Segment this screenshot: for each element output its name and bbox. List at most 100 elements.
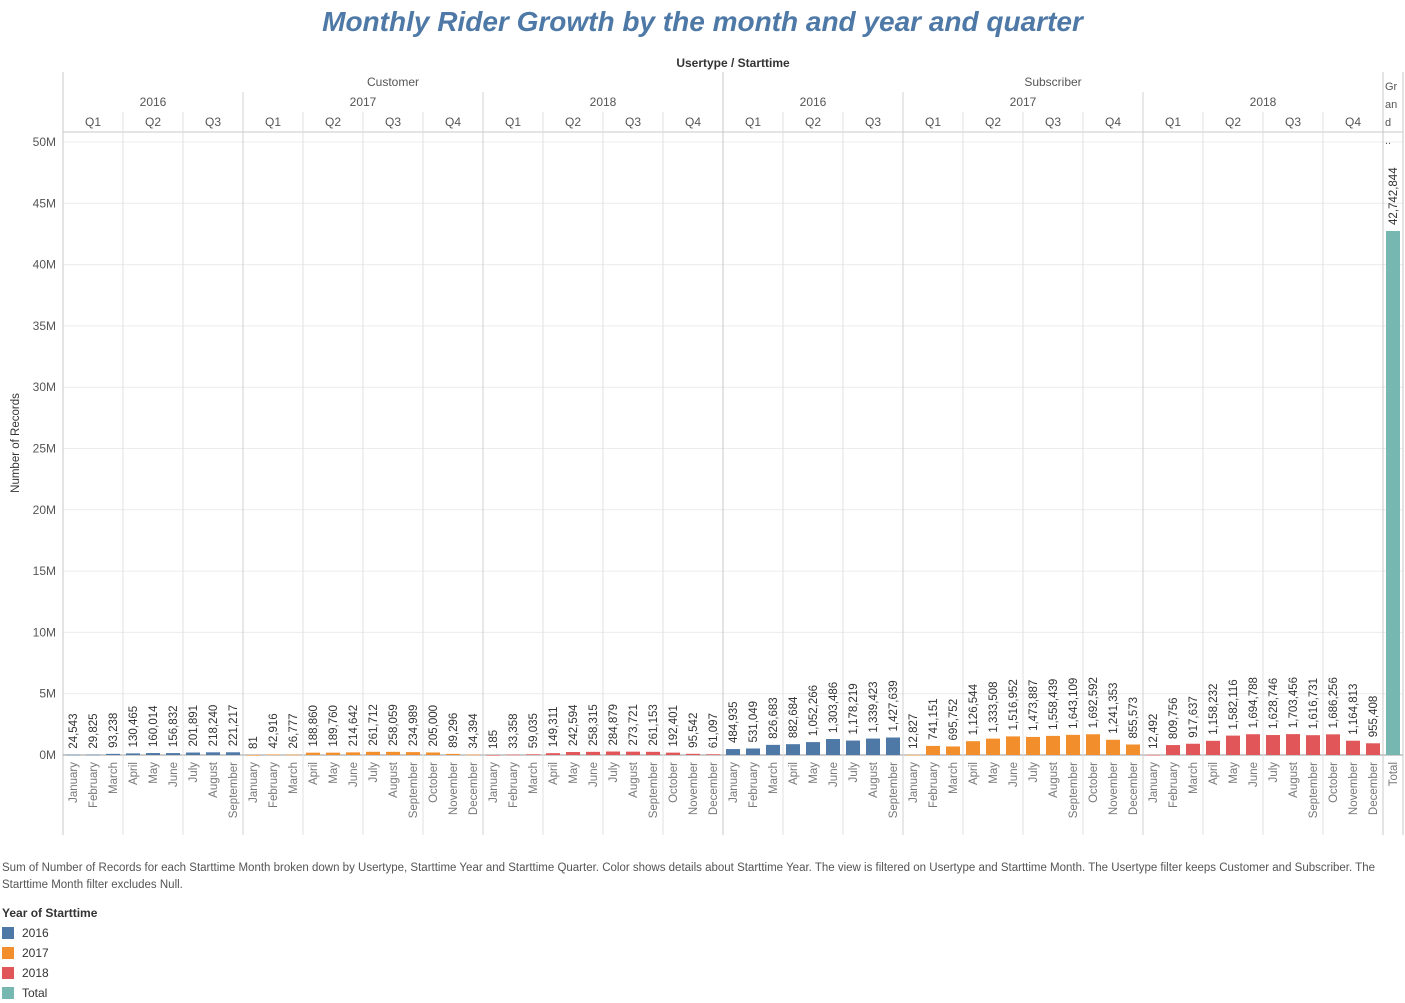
x-tick-label: April [968, 762, 980, 785]
bar [286, 754, 300, 756]
bar [186, 752, 200, 755]
bar [446, 753, 460, 755]
quarter-header: Q4 [1345, 115, 1361, 129]
data-label: 1,516,952 [1008, 679, 1020, 730]
data-label: 809,756 [1168, 697, 1180, 739]
quarter-header: Q1 [1165, 115, 1181, 129]
x-tick-label: March [768, 762, 780, 794]
year-header: 2018 [590, 95, 617, 109]
y-tick-label: 40M [33, 258, 56, 272]
quarter-header: Q3 [1285, 115, 1301, 129]
x-tick-label: September [228, 762, 240, 818]
x-tick-label: June [168, 762, 180, 787]
x-tick-label: June [1248, 762, 1260, 787]
quarter-header: Q3 [385, 115, 401, 129]
x-tick-label: October [1328, 762, 1340, 803]
x-tick-label: September [1308, 762, 1320, 818]
data-label: 95,542 [688, 713, 700, 748]
bar [706, 754, 720, 755]
bar [506, 754, 520, 756]
data-label: 1,178,219 [848, 683, 860, 734]
year-header: 2018 [1250, 95, 1277, 109]
bar [1266, 735, 1280, 755]
bar [1286, 734, 1300, 755]
data-label: 1,686,256 [1328, 677, 1340, 728]
quarter-header: Q2 [565, 115, 581, 129]
x-tick-label: April [548, 762, 560, 785]
bar [1306, 735, 1320, 755]
data-label: 242,594 [568, 704, 580, 746]
bar [906, 754, 920, 756]
bar [166, 753, 180, 755]
legend-item-2016[interactable]: 2016 [2, 923, 97, 943]
bar [946, 746, 960, 755]
y-tick-label: 30M [33, 380, 56, 394]
quarter-header: Q2 [805, 115, 821, 129]
x-tick-label: May [1228, 762, 1240, 784]
data-label: 258,059 [388, 704, 400, 746]
data-label: 741,151 [928, 698, 940, 740]
data-label: 12,492 [1148, 714, 1160, 749]
quarter-header: Q2 [1225, 115, 1241, 129]
legend-label-2018: 2018 [22, 966, 49, 980]
data-label: 284,879 [608, 704, 620, 746]
data-label: 273,721 [628, 704, 640, 746]
x-tick-label: November [688, 762, 700, 815]
quarter-header: Q4 [685, 115, 701, 129]
data-label: 1,694,788 [1248, 677, 1260, 728]
data-label: 1,558,439 [1048, 679, 1060, 730]
data-label: 29,825 [88, 713, 100, 748]
quarter-header: Q1 [505, 115, 521, 129]
data-label: 1,158,232 [1208, 684, 1220, 735]
x-tick-label: June [348, 762, 360, 787]
data-label: 1,303,486 [828, 682, 840, 733]
data-label: 531,049 [748, 701, 760, 743]
y-tick-label: 50M [33, 135, 56, 149]
bar [1106, 739, 1120, 755]
legend-item-2018[interactable]: 2018 [2, 963, 97, 983]
quarter-header: Q2 [985, 115, 1001, 129]
quarter-header: Q2 [145, 115, 161, 129]
data-label: 34,394 [468, 713, 480, 749]
x-tick-label: March [948, 762, 960, 794]
y-axis-label: Number of Records [10, 393, 22, 493]
bar [886, 737, 900, 755]
x-tick-label: April [128, 762, 140, 785]
data-label: 59,035 [528, 713, 540, 748]
x-tick-label: July [608, 762, 620, 783]
data-label: 826,683 [768, 697, 780, 739]
data-label: 1,643,109 [1068, 678, 1080, 729]
data-label: 24,543 [68, 714, 80, 749]
total-header-fragment: an [1385, 99, 1397, 111]
usertype-header: Subscriber [1024, 75, 1081, 89]
year-header: 2016 [140, 95, 167, 109]
bar [866, 738, 880, 755]
x-tick-label: May [568, 762, 580, 784]
bar [246, 754, 260, 756]
bar [726, 749, 740, 755]
x-tick-label: October [428, 762, 440, 803]
data-label: 955,408 [1368, 696, 1380, 738]
x-tick-label: September [408, 762, 420, 818]
legend-item-total[interactable]: Total [2, 983, 97, 1003]
data-label: 205,000 [428, 705, 440, 747]
x-tick-label: February [928, 762, 940, 808]
x-tick-label: March [288, 762, 300, 794]
bar [1046, 735, 1060, 755]
x-tick-label: December [1128, 762, 1140, 815]
x-tick-label: August [1288, 761, 1300, 798]
bar [426, 752, 440, 755]
data-label: 149,311 [548, 706, 560, 747]
bar [266, 754, 280, 756]
bar [546, 753, 560, 755]
legend-item-2017[interactable]: 2017 [2, 943, 97, 963]
x-tick-label: April [308, 762, 320, 785]
quarter-header: Q2 [325, 115, 341, 129]
data-label: 855,573 [1128, 697, 1140, 739]
bar [206, 752, 220, 755]
bar [106, 753, 120, 755]
data-label: 258,315 [588, 704, 600, 746]
bar [326, 752, 340, 755]
x-tick-label: April [1208, 762, 1220, 785]
data-label: 12,827 [908, 714, 920, 749]
